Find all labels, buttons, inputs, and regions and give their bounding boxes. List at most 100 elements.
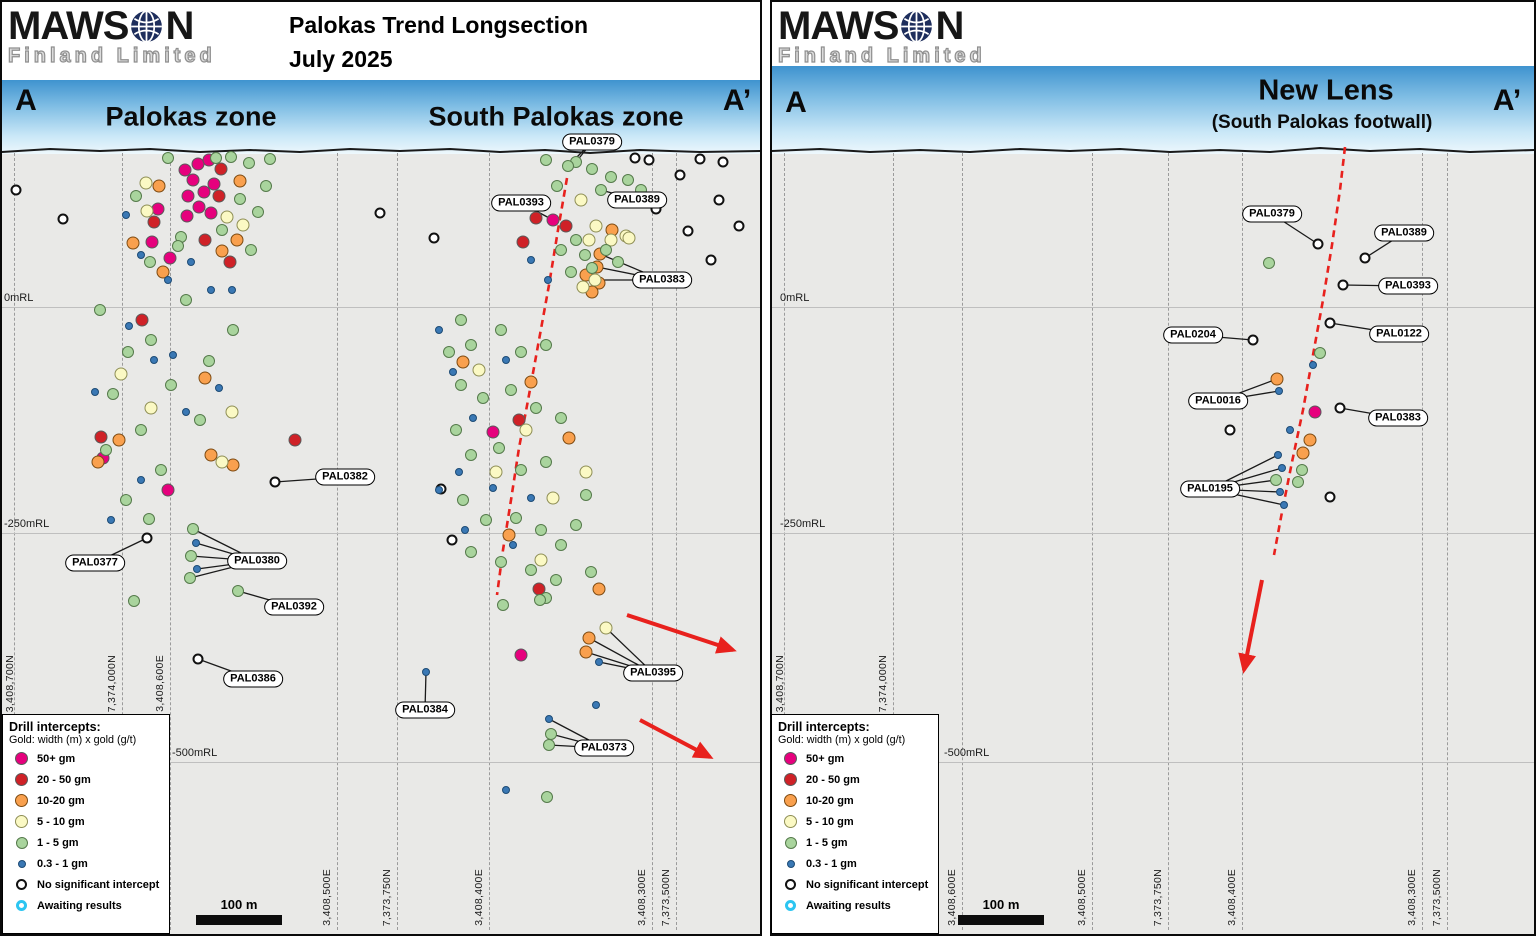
drill-intercept-dot-03 — [91, 388, 99, 396]
drill-intercept-dot-50 — [163, 251, 177, 265]
drill-intercept-dot-1 — [232, 585, 244, 597]
drill-intercept-dot-1 — [585, 566, 597, 578]
drill-intercept-dot-1 — [234, 193, 246, 205]
drill-intercept-dot-5 — [472, 363, 486, 377]
legend-swatch-ns — [785, 879, 796, 890]
scalebar — [958, 915, 1044, 925]
drill-intercept-dot-10 — [230, 233, 244, 247]
drill-intercept-dot-50 — [514, 648, 528, 662]
drill-intercept-dot-1 — [245, 244, 257, 256]
mawson-logo: MAWS N Finland Limited — [777, 6, 986, 68]
drill-intercept-dot-03 — [449, 368, 457, 376]
drill-intercept-dot-1 — [1296, 464, 1308, 476]
drill-intercept-dot-1 — [534, 594, 546, 606]
plunge-arrow — [626, 613, 737, 654]
drillhole-label: PAL0382 — [315, 468, 375, 486]
drill-intercept-dot-10 — [1303, 433, 1317, 447]
surface-line — [771, 146, 1535, 154]
drill-intercept-dot-03 — [122, 211, 130, 219]
drill-intercept-dot-1 — [595, 184, 607, 196]
legend-item-label: 5 - 10 gm — [37, 815, 85, 828]
drill-intercept-dot-5 — [546, 491, 560, 505]
drill-intercept-dot-1 — [555, 539, 567, 551]
drill-intercept-dot-03 — [489, 484, 497, 492]
drill-intercept-dot-ns — [1334, 402, 1346, 414]
mawson-logo: MAWS N Finland Limited — [7, 4, 216, 68]
gridline — [1092, 153, 1093, 930]
drill-intercept-dot-1 — [180, 294, 192, 306]
drill-intercept-dot-03 — [169, 351, 177, 359]
legend-swatch-5 — [784, 815, 797, 828]
drill-intercept-dot-03 — [215, 384, 223, 392]
drill-intercept-dot-10 — [233, 174, 247, 188]
drill-intercept-dot-1 — [525, 564, 537, 576]
figure-title: Palokas Trend Longsection July 2025 — [289, 8, 588, 76]
legend-swatch-wrap — [14, 879, 29, 890]
drill-intercept-dot-03 — [1309, 361, 1317, 369]
drill-intercept-dot-1 — [565, 266, 577, 278]
drill-intercept-dot-03 — [1276, 488, 1284, 496]
drill-intercept-dot-1 — [194, 414, 206, 426]
drill-intercept-dot-10 — [1270, 372, 1284, 386]
drill-intercept-dot-1 — [457, 494, 469, 506]
legend-swatch-wrap — [783, 836, 798, 849]
elevation-line — [772, 307, 1534, 308]
drill-intercept-dot-ns — [629, 152, 641, 164]
drill-intercept-dot-03 — [1286, 426, 1294, 434]
drill-intercept-dot-1 — [562, 160, 574, 172]
drill-intercept-dot-1 — [540, 339, 552, 351]
legend-swatch-03 — [786, 859, 795, 868]
gridline — [1447, 153, 1448, 930]
drill-intercept-dot-03 — [107, 516, 115, 524]
legend-swatch-wrap — [14, 900, 29, 911]
drill-intercept-dot-1 — [455, 314, 467, 326]
drill-intercept-dot-1 — [586, 163, 598, 175]
drill-intercept-dot-03 — [1280, 501, 1288, 509]
legend-swatch-wrap — [783, 900, 798, 911]
legend-items: 50+ gm 20 - 50 gm 10-20 gm 5 - 10 gm 1 - 5 g… — [9, 748, 163, 916]
legend-swatch-wrap — [14, 794, 29, 807]
drill-intercept-dot-1 — [187, 523, 199, 535]
drill-intercept-dot-1 — [203, 355, 215, 367]
gridline — [893, 153, 894, 930]
drill-intercept-dot-03 — [435, 326, 443, 334]
drill-intercept-dot-1 — [605, 171, 617, 183]
drill-intercept-dot-ns — [705, 254, 717, 266]
legend-item-label: 5 - 10 gm — [806, 815, 854, 828]
scalebar-label: 100 m — [220, 897, 258, 912]
logo-text-pre: MAWS — [8, 4, 129, 48]
drill-intercept-dot-50 — [546, 213, 560, 227]
drill-intercept-dot-1 — [100, 444, 112, 456]
plunge-arrow — [1238, 579, 1264, 674]
drill-intercept-dot-1 — [165, 379, 177, 391]
elevation-line — [2, 762, 760, 763]
drill-intercept-dot-1 — [155, 464, 167, 476]
drill-intercept-dot-1 — [586, 262, 598, 274]
zone-label: South Palokas zone — [428, 101, 684, 132]
legend-swatch-20 — [15, 773, 28, 786]
gridline — [676, 153, 677, 930]
legend-swatch-20 — [784, 773, 797, 786]
legend-item-label: No significant intercept — [806, 878, 929, 891]
drillhole-label: PAL0195 — [1180, 480, 1240, 498]
legend-item: 1 - 5 gm — [9, 832, 163, 853]
drill-intercept-dot-50 — [181, 189, 195, 203]
drill-intercept-dot-10 — [1296, 446, 1310, 460]
drill-intercept-dot-1 — [555, 412, 567, 424]
drill-intercept-dot-ns — [1324, 491, 1336, 503]
drill-intercept-dot-03 — [461, 526, 469, 534]
drill-intercept-dot-1 — [145, 334, 157, 346]
gridline — [489, 153, 490, 930]
drill-intercept-dot-50 — [486, 425, 500, 439]
drill-intercept-dot-ns — [374, 207, 386, 219]
drill-intercept-dot-5 — [114, 367, 128, 381]
legend-item-label: 10-20 gm — [806, 794, 854, 807]
legend: Drill intercepts: Gold: width (m) x gold… — [771, 714, 939, 934]
drill-intercept-dot-03 — [455, 468, 463, 476]
drill-intercept-dot-10 — [126, 236, 140, 250]
drill-intercept-dot-5 — [215, 455, 229, 469]
drill-intercept-dot-03 — [502, 356, 510, 364]
drill-intercept-dot-03 — [182, 408, 190, 416]
drill-intercept-dot-1 — [579, 249, 591, 261]
drill-intercept-dot-5 — [579, 465, 593, 479]
